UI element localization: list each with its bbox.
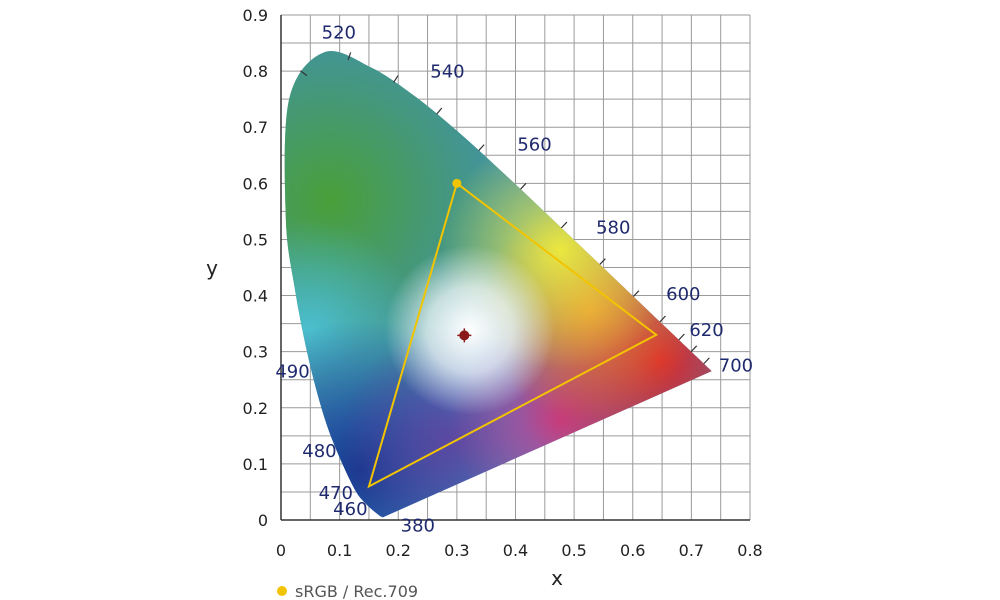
srgb-gamut-triangle <box>367 181 659 489</box>
wavelength-label: 600 <box>666 284 700 305</box>
wavelength-tick <box>393 75 399 83</box>
wavelength-label: 380 <box>401 516 435 537</box>
x-tick-label: 0.7 <box>679 541 704 560</box>
x-tick-label: 0.3 <box>444 541 469 560</box>
wavelength-ticks <box>300 52 710 365</box>
wavelength-label: 540 <box>430 62 464 83</box>
wavelength-tick <box>478 144 485 151</box>
wavelength-tick <box>659 315 666 323</box>
wavelength-tick <box>703 357 710 365</box>
y-tick-label: 0.9 <box>243 6 268 25</box>
y-tick-label: 0.2 <box>243 399 268 418</box>
chart-axes <box>280 15 750 521</box>
wavelength-label: 480 <box>302 441 336 462</box>
wavelength-label: 560 <box>517 134 551 155</box>
x-tick-label: 0.6 <box>620 541 645 560</box>
wavelength-label: 470 <box>319 483 353 504</box>
y-tick-label: 0.1 <box>243 455 268 474</box>
x-axis-title: x <box>551 566 563 590</box>
x-tick-label: 0.2 <box>386 541 411 560</box>
wavelength-tick <box>690 345 698 352</box>
x-tick-label: 0 <box>276 541 286 560</box>
white-point-cross <box>457 328 472 343</box>
y-tick-label: 0.3 <box>243 343 268 362</box>
y-tick-label: 0 <box>258 511 268 530</box>
series-layer <box>367 178 659 489</box>
wavelength-tick <box>560 221 568 229</box>
y-tick-label: 0.5 <box>243 230 268 249</box>
wavelength-tick <box>520 182 527 190</box>
x-tick-label: 0.5 <box>561 541 586 560</box>
wavelength-tick <box>599 258 606 265</box>
wavelength-label: 700 <box>719 356 753 377</box>
wavelength-label: 490 <box>275 361 309 382</box>
wavelength-label: 460 <box>333 499 367 520</box>
legend: sRGB / Rec.709 <box>277 582 418 600</box>
wavelength-tick <box>300 70 308 77</box>
wavelength-tick <box>632 290 640 297</box>
legend-marker <box>277 586 287 596</box>
y-tick-label: 0.8 <box>243 62 268 81</box>
y-tick-label: 0.4 <box>243 287 268 306</box>
y-tick-label: 0.6 <box>243 174 268 193</box>
wavelength-label: 620 <box>689 320 723 341</box>
wavelength-tick <box>678 333 685 341</box>
wavelength-tick <box>347 52 352 61</box>
wavelength-tick <box>436 107 443 115</box>
x-tick-label: 0.4 <box>503 541 528 560</box>
wavelength-label: 520 <box>322 23 356 44</box>
y-tick-label: 0.7 <box>243 118 268 137</box>
legend-label: sRGB / Rec.709 <box>295 582 418 600</box>
gamut-primary-point <box>452 178 462 188</box>
wavelength-label: 580 <box>596 217 630 238</box>
y-axis-title: y <box>206 256 218 280</box>
x-tick-label: 0.1 <box>327 541 352 560</box>
x-tick-label: 0.8 <box>737 541 762 560</box>
tick-labels: 0 0.1 0.2 0.3 0.4 0.5 0.6 0.7 0.8 0 0.1 0.2 0.3 0.4 0.… <box>243 6 763 560</box>
